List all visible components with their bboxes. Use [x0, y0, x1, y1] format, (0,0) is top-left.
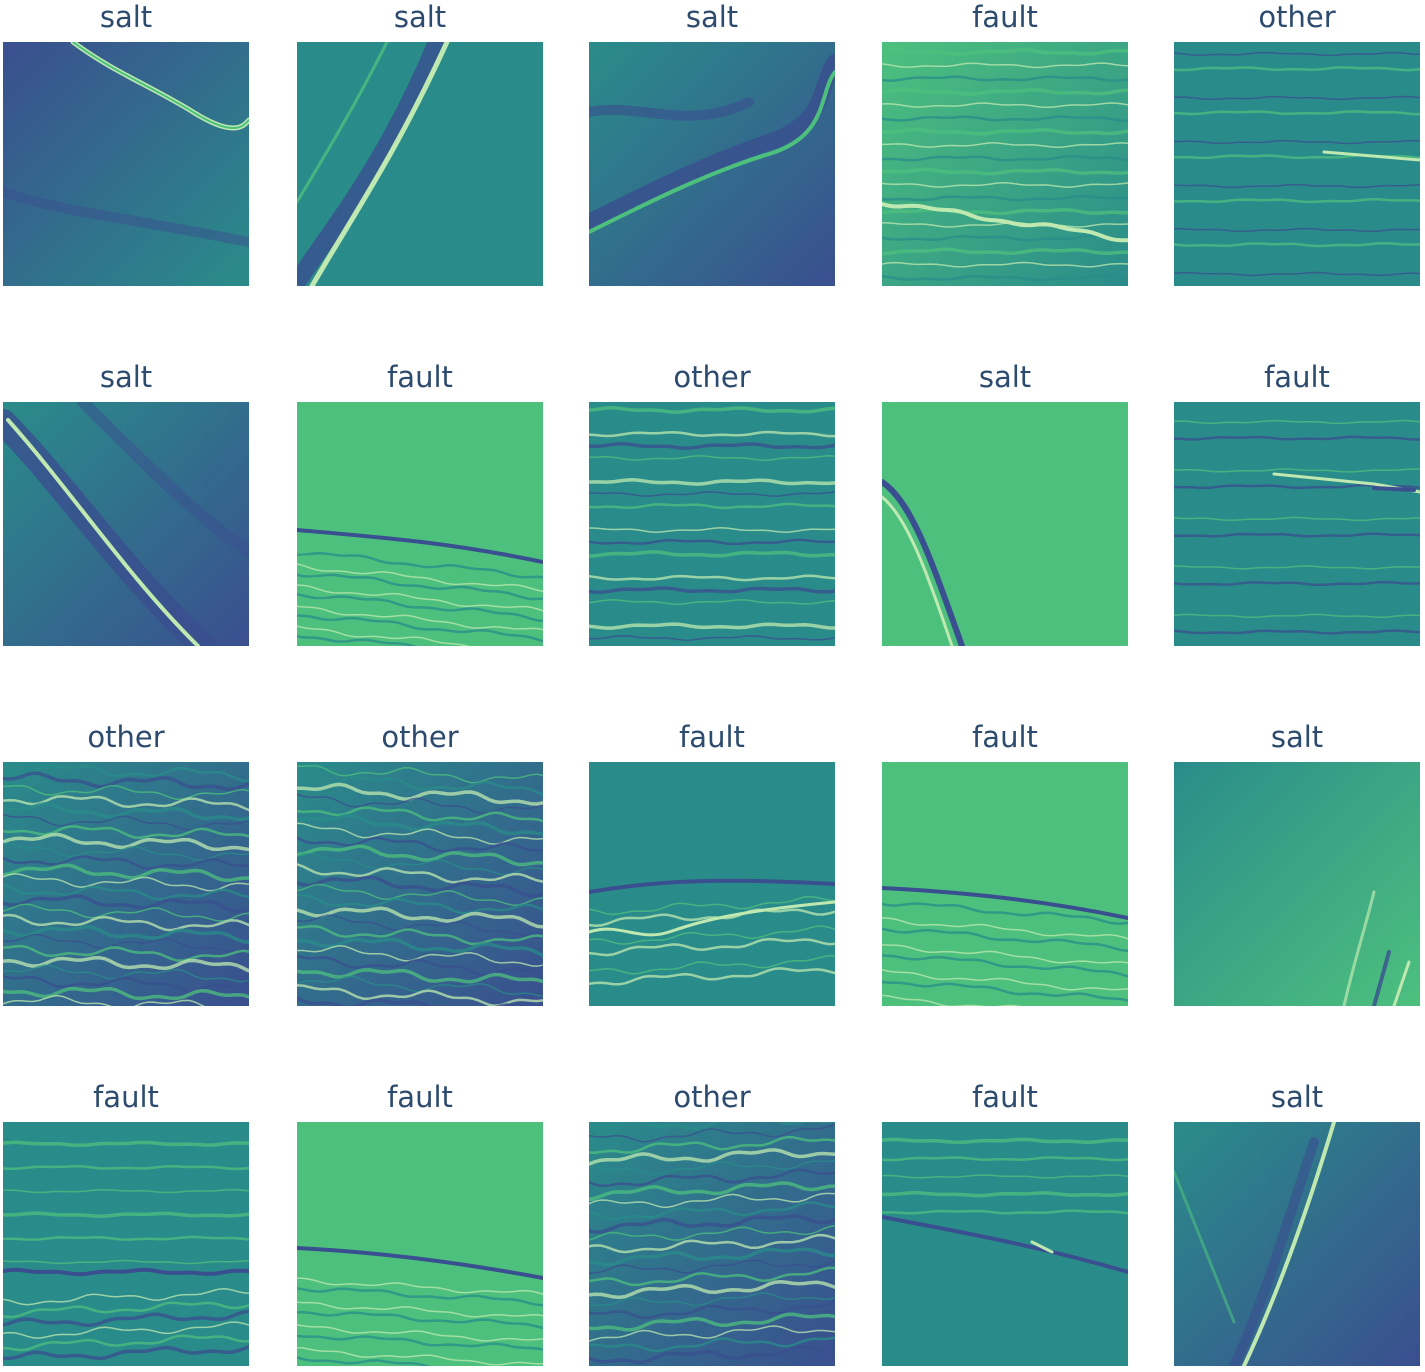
image-tile-20: salt — [1174, 1080, 1420, 1370]
seismic-image-salt — [1174, 1122, 1420, 1366]
tile-label: salt — [1270, 720, 1324, 754]
image-tile-2: salt — [297, 0, 543, 290]
image-tile-10: fault — [1174, 360, 1420, 650]
image-tile-5: other — [1174, 0, 1420, 290]
tile-label: fault — [93, 1080, 159, 1114]
tile-label: other — [87, 720, 165, 754]
tile-label: salt — [1270, 1080, 1324, 1114]
image-tile-12: other — [297, 720, 543, 1010]
seismic-image-salt — [297, 42, 543, 286]
image-tile-9: salt — [882, 360, 1128, 650]
image-tile-3: salt — [589, 0, 835, 290]
seismic-image-salt — [3, 42, 249, 286]
seismic-image-other — [589, 402, 835, 646]
tile-label: other — [381, 720, 459, 754]
image-tile-4: fault — [882, 0, 1128, 290]
tile-label: fault — [387, 360, 453, 394]
seismic-image-fault — [882, 42, 1128, 286]
seismic-image-other — [589, 1122, 835, 1366]
tile-label: fault — [679, 720, 745, 754]
image-tile-19: fault — [882, 1080, 1128, 1370]
seismic-image-fault — [297, 402, 543, 646]
image-tile-17: fault — [297, 1080, 543, 1370]
image-tile-14: fault — [882, 720, 1128, 1010]
image-tile-6: salt — [3, 360, 249, 650]
seismic-image-other — [297, 762, 543, 1006]
seismic-image-fault — [882, 1122, 1128, 1366]
seismic-image-other — [1174, 42, 1420, 286]
seismic-image-salt — [3, 402, 249, 646]
seismic-image-salt — [882, 402, 1128, 646]
seismic-image-fault — [297, 1122, 543, 1366]
tile-label: fault — [1264, 360, 1330, 394]
tile-label: salt — [685, 0, 739, 34]
seismic-image-fault — [882, 762, 1128, 1006]
tile-label: salt — [99, 360, 153, 394]
image-tile-11: other — [3, 720, 249, 1010]
seismic-image-salt — [1174, 762, 1420, 1006]
image-tile-8: other — [589, 360, 835, 650]
tile-label: fault — [972, 720, 1038, 754]
seismic-image-fault — [1174, 402, 1420, 646]
image-tile-7: fault — [297, 360, 543, 650]
seismic-image-other — [3, 762, 249, 1006]
tile-label: salt — [978, 360, 1032, 394]
tile-label: fault — [972, 0, 1038, 34]
tile-label: salt — [393, 0, 447, 34]
image-tile-18: other — [589, 1080, 835, 1370]
seismic-image-fault — [589, 762, 835, 1006]
tile-label: other — [1258, 0, 1336, 34]
tile-label: fault — [387, 1080, 453, 1114]
image-tile-15: salt — [1174, 720, 1420, 1010]
seismic-image-salt — [589, 42, 835, 286]
image-tile-16: fault — [3, 1080, 249, 1370]
tile-label: other — [673, 1080, 751, 1114]
image-tile-13: fault — [589, 720, 835, 1010]
seismic-image-fault — [3, 1122, 249, 1366]
tile-label: salt — [99, 0, 153, 34]
tile-label: fault — [972, 1080, 1038, 1114]
image-tile-1: salt — [3, 0, 249, 290]
tile-label: other — [673, 360, 751, 394]
